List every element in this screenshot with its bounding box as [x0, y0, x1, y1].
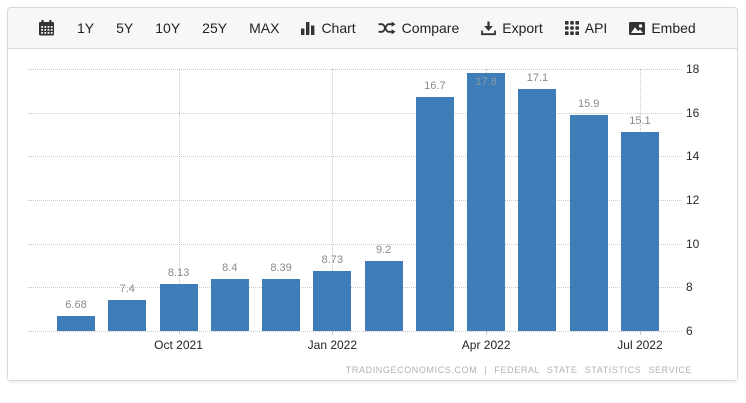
download-icon — [481, 21, 497, 36]
bar-value-label: 15.9 — [577, 97, 600, 110]
x-axis-tickmark — [178, 331, 180, 335]
bar-value-label: 7.4 — [119, 283, 135, 296]
export-button-label: Export — [502, 20, 543, 36]
chart-bar[interactable] — [518, 88, 557, 331]
chart-bar[interactable] — [364, 261, 403, 331]
calendar-icon — [38, 20, 55, 36]
chart-toolbar: 1Y 5Y 10Y 25Y MAX Chart — [8, 8, 737, 49]
bar-value-label: 15.1 — [629, 115, 651, 128]
range-button-10y[interactable]: 10Y — [155, 20, 181, 36]
bar-value-label: 9.2 — [375, 244, 392, 257]
gridline-y-10 — [28, 243, 682, 245]
y-axis-label-18: 18 — [686, 62, 700, 76]
gridline-y-8 — [28, 287, 682, 289]
chart-bar[interactable] — [467, 73, 506, 331]
gridline-x — [332, 69, 334, 331]
compare-button-label: Compare — [401, 20, 460, 36]
chart-canvas: TRADINGECONOMICS.COM | FEDERAL STATE STA… — [8, 49, 737, 380]
chart-bar[interactable] — [108, 300, 147, 331]
chart-bar[interactable] — [620, 132, 659, 331]
embed-button-label: Embed — [651, 20, 696, 36]
image-icon — [629, 21, 646, 35]
bar-value-label: 16.7 — [424, 80, 446, 93]
x-axis-label: Oct 2021 — [154, 338, 203, 352]
grid-icon — [564, 21, 579, 35]
y-axis-label-8: 8 — [686, 280, 693, 295]
x-axis-label: Apr 2022 — [461, 338, 511, 352]
y-axis-label-16: 16 — [686, 105, 700, 120]
shuffle-icon — [378, 21, 396, 35]
attribution: TRADINGECONOMICS.COM | FEDERAL STATE STA… — [345, 365, 692, 375]
chart-bar[interactable] — [159, 284, 198, 331]
chart-bar[interactable] — [57, 316, 95, 331]
x-axis-tickmark — [486, 331, 488, 335]
chart-bar[interactable] — [313, 271, 352, 331]
chart-bar[interactable] — [415, 97, 454, 331]
gridline-y-6 — [28, 331, 682, 332]
export-button[interactable]: Export — [481, 20, 543, 36]
chart-bar[interactable] — [262, 278, 301, 331]
x-axis-label: Jan 2022 — [307, 338, 358, 352]
range-button-5y[interactable]: 5Y — [116, 20, 134, 36]
calendar-button[interactable] — [38, 20, 55, 36]
range-button-25y[interactable]: 25Y — [202, 20, 228, 36]
gridline-y-18 — [28, 69, 682, 70]
x-axis-tickmark — [639, 331, 641, 335]
x-axis-tickmark — [332, 331, 334, 335]
gridline-y-12 — [28, 200, 682, 201]
chart-bar[interactable] — [210, 278, 249, 331]
bar-value-label: 8.4 — [222, 261, 238, 274]
y-axis-label-10: 10 — [686, 236, 700, 251]
bar-value-label: 17.8 — [475, 76, 497, 89]
bar-value-label: 8.73 — [321, 254, 344, 267]
compare-button[interactable]: Compare — [378, 20, 460, 36]
embed-button[interactable]: Embed — [629, 20, 696, 36]
bar-value-label: 8.13 — [167, 267, 190, 280]
chart-button-label: Chart — [321, 20, 356, 36]
range-button-1y[interactable]: 1Y — [77, 20, 95, 36]
bar-value-label: 6.68 — [65, 299, 87, 312]
gridline-y-14 — [28, 156, 682, 158]
y-axis-label-6: 6 — [686, 324, 693, 338]
bar-value-label: 8.39 — [270, 261, 292, 274]
y-axis-label-12: 12 — [686, 193, 700, 207]
bar-value-label: 17.1 — [526, 71, 549, 84]
y-axis-label-14: 14 — [686, 149, 700, 164]
range-button-max[interactable]: MAX — [249, 20, 280, 36]
api-button-label: API — [584, 20, 608, 36]
x-axis-label: Jul 2022 — [617, 338, 663, 352]
api-button[interactable]: API — [564, 20, 608, 36]
chart-type-button[interactable]: Chart — [301, 20, 356, 36]
bar-chart-icon — [301, 21, 315, 35]
gridline-y-16 — [28, 112, 682, 114]
chart-bar[interactable] — [569, 114, 608, 331]
gridline-x — [178, 69, 180, 331]
chart-widget-panel: 1Y 5Y 10Y 25Y MAX Chart — [7, 7, 738, 381]
